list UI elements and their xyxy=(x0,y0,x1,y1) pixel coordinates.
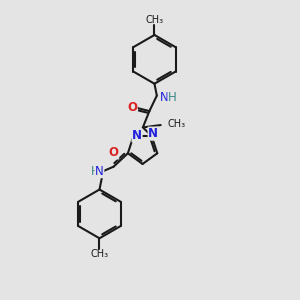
Text: N: N xyxy=(132,129,142,142)
Text: N: N xyxy=(160,91,169,103)
Text: N: N xyxy=(95,165,104,178)
Text: CH₃: CH₃ xyxy=(167,119,185,129)
Text: CH₃: CH₃ xyxy=(90,249,109,259)
Text: O: O xyxy=(109,146,118,159)
Text: H: H xyxy=(168,91,177,103)
Text: N: N xyxy=(148,127,158,140)
Text: H: H xyxy=(91,165,100,178)
Text: CH₃: CH₃ xyxy=(146,14,164,25)
Text: O: O xyxy=(127,101,137,114)
